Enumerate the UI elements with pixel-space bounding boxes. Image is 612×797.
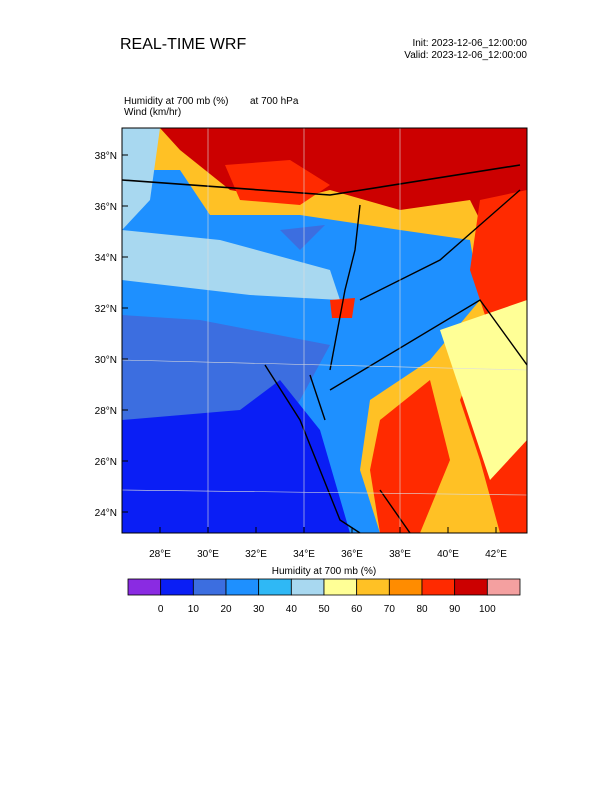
lon-label: 34°E	[293, 549, 315, 560]
lat-label: 28°N	[95, 406, 117, 417]
colorbar-box	[225, 578, 260, 596]
level-label: at 700 hPa	[250, 96, 299, 107]
lat-label: 38°N	[95, 151, 117, 162]
map-frame	[121, 127, 528, 534]
colorbar-label: 0	[158, 604, 164, 615]
colorbar-box	[388, 578, 423, 596]
lon-label: 30°E	[197, 549, 219, 560]
colorbar-box	[290, 578, 325, 596]
colorbar-label: 80	[416, 604, 428, 615]
colorbar-label: 60	[351, 604, 363, 615]
lon-label: 42°E	[485, 549, 507, 560]
colorbar-box	[127, 578, 162, 596]
colorbar-box	[323, 578, 358, 596]
title: REAL-TIME WRF	[120, 36, 246, 53]
init-time: Init: 2023-12-06_12:00:00	[412, 38, 527, 49]
colorbar-label: 20	[220, 604, 232, 615]
colorbar-box	[160, 578, 194, 596]
colorbar-label: 70	[384, 604, 396, 615]
lon-label: 40°E	[437, 549, 459, 560]
field-label: Humidity at 700 mb (%)	[124, 96, 228, 107]
lat-label: 24°N	[95, 508, 117, 519]
colorbar-box	[356, 578, 390, 596]
colorbar-label: 40	[286, 604, 298, 615]
lon-label: 36°E	[341, 549, 363, 560]
colorbar-label: 30	[253, 604, 265, 615]
colorbar-box	[454, 578, 488, 596]
lat-label: 30°N	[95, 355, 117, 366]
humidity-field	[122, 128, 527, 533]
lat-label: 34°N	[95, 253, 117, 264]
colorbar-title: Humidity at 700 mb (%)	[272, 566, 376, 577]
colorbar-box	[421, 578, 456, 596]
lat-label: 36°N	[95, 202, 117, 213]
lon-label: 38°E	[389, 549, 411, 560]
colorbar-box	[192, 578, 227, 596]
colorbar-label: 90	[449, 604, 461, 615]
colorbar-label: 10	[188, 604, 200, 615]
colorbar-label: 100	[479, 604, 496, 615]
lat-label: 26°N	[95, 457, 117, 468]
colorbar-box	[258, 578, 292, 596]
lon-label: 32°E	[245, 549, 267, 560]
lat-label: 32°N	[95, 304, 117, 315]
colorbar-box	[486, 578, 521, 596]
lon-label: 28°E	[149, 549, 171, 560]
valid-time: Valid: 2023-12-06_12:00:00	[404, 50, 527, 61]
colorbar-label: 50	[318, 604, 330, 615]
wind-label: Wind (km/hr)	[124, 107, 181, 118]
